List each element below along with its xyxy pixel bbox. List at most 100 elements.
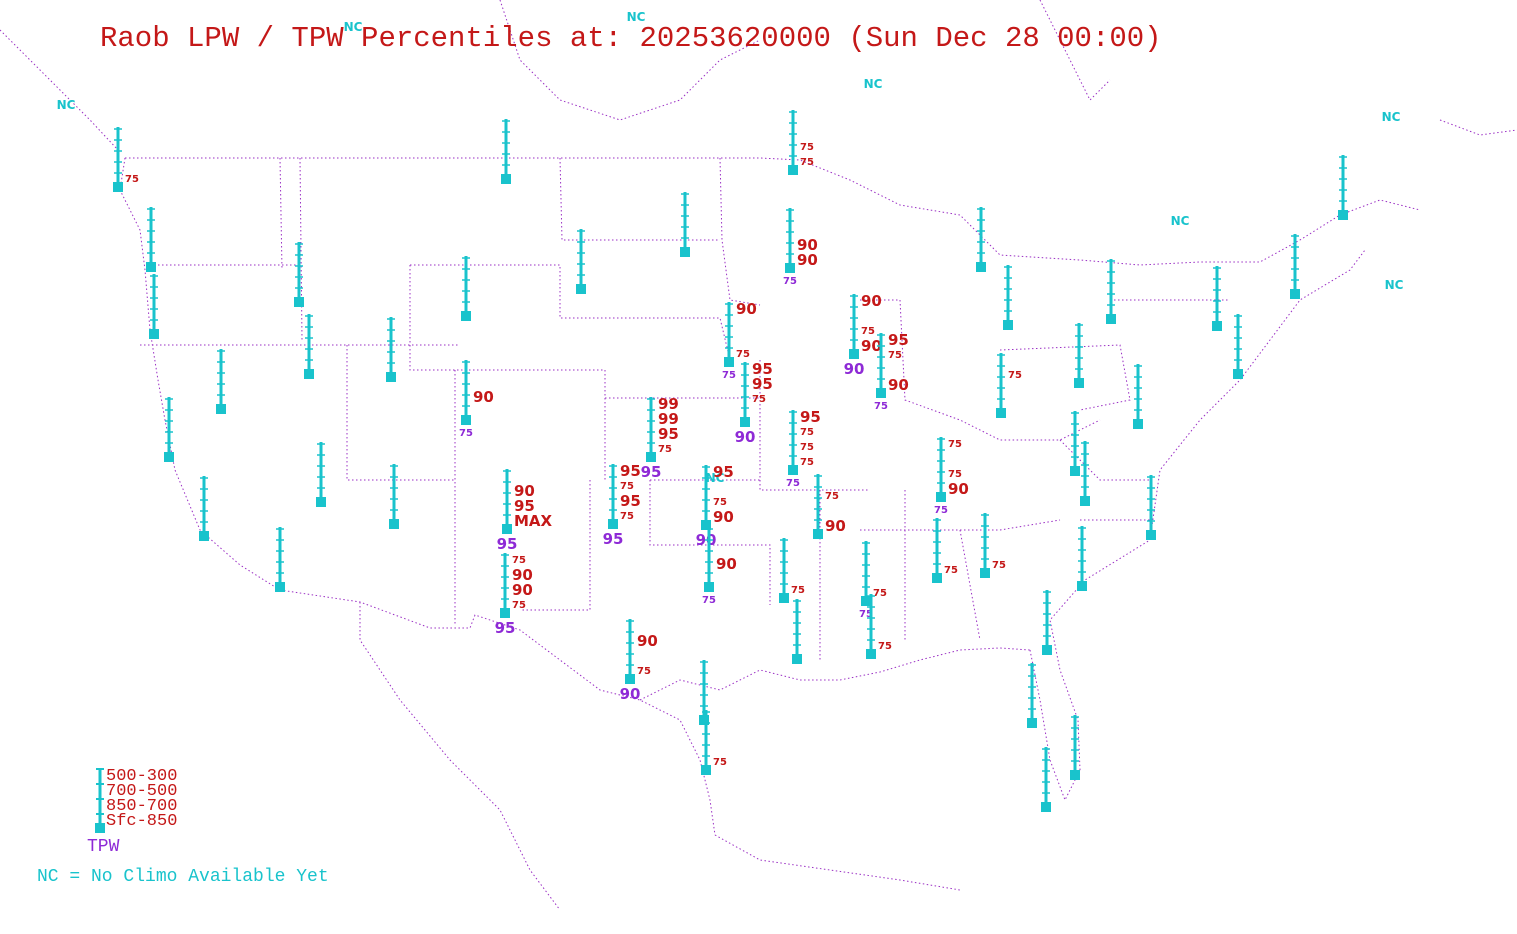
- station-marker: [932, 573, 942, 583]
- station-marker: [1070, 770, 1080, 780]
- station: [1041, 747, 1051, 812]
- station-marker: [1106, 314, 1116, 324]
- nc-marker: NC: [344, 20, 363, 34]
- station-marker: [1233, 369, 1243, 379]
- station-marker: [996, 408, 1006, 418]
- lpw-label: 95: [713, 463, 734, 481]
- tpw-label: 75: [874, 401, 888, 412]
- station: [216, 349, 226, 414]
- station-marker: [980, 568, 990, 578]
- station-marker: [680, 247, 690, 257]
- station: [699, 660, 709, 725]
- station-marker: [216, 404, 226, 414]
- station: [576, 229, 586, 294]
- station: [501, 119, 511, 184]
- lpw-label: 95: [620, 492, 641, 510]
- lpw-label: 75: [752, 394, 766, 405]
- lpw-label: 90: [797, 251, 818, 269]
- lpw-label: 90: [797, 236, 818, 254]
- lpw-label: 75: [878, 641, 892, 652]
- station: [1233, 314, 1243, 379]
- lpw-label: 75: [125, 174, 139, 185]
- station: 75: [996, 353, 1022, 418]
- tpw-label: 75: [934, 505, 948, 516]
- station-layer: NCNCNCNCNCNCNCNC757575909075907575907590…: [57, 10, 1404, 812]
- station-marker: [861, 596, 871, 606]
- station: [792, 599, 802, 664]
- lpw-label: 90: [861, 337, 882, 355]
- station: 90 75 90: [620, 619, 658, 703]
- station-marker: [501, 174, 511, 184]
- lpw-label: 75: [861, 326, 875, 337]
- legend-band-700-500: 700-500: [106, 782, 178, 801]
- tpw-label: 95: [603, 530, 624, 548]
- station-marker: [936, 492, 946, 502]
- lpw-label: 90: [637, 632, 658, 650]
- station-marker: [701, 765, 711, 775]
- lpw-label: 99: [658, 410, 679, 428]
- station-marker: [275, 582, 285, 592]
- lpw-label: 90: [861, 292, 882, 310]
- station: [294, 242, 304, 307]
- tpw-label: 90: [735, 428, 756, 446]
- station-marker: [788, 465, 798, 475]
- station-marker: [149, 329, 159, 339]
- station-marker: [1338, 210, 1348, 220]
- station-marker: [976, 262, 986, 272]
- station: [389, 464, 399, 529]
- station: 75: [866, 594, 892, 659]
- lpw-label: 75: [948, 469, 962, 480]
- station: [1070, 715, 1080, 780]
- station-marker: [113, 182, 123, 192]
- tpw-label: 90: [620, 685, 641, 703]
- lpw-label: 75: [736, 349, 750, 360]
- station: [1074, 323, 1084, 388]
- station: 90 75: [702, 527, 737, 606]
- station-marker: [788, 165, 798, 175]
- station: [1070, 411, 1080, 476]
- nc-marker: NC: [1382, 110, 1401, 124]
- lpw-label: 75: [825, 491, 839, 502]
- station-marker: [461, 311, 471, 321]
- station-marker: [1027, 718, 1037, 728]
- station: [1027, 663, 1037, 728]
- station-marker: [792, 654, 802, 664]
- station-marker: [704, 582, 714, 592]
- station-marker: [164, 452, 174, 462]
- station: [680, 192, 690, 257]
- legend-band-850-700: 850-700: [106, 797, 178, 816]
- station-marker: [1290, 289, 1300, 299]
- station-marker: [876, 388, 886, 398]
- nc-marker: NC: [1385, 278, 1404, 292]
- station: [316, 442, 326, 507]
- legend-station-glyph: [95, 768, 105, 833]
- nc-marker: NC: [864, 77, 883, 91]
- station-marker: [1077, 581, 1087, 591]
- station: [199, 476, 209, 541]
- lpw-label: 75: [512, 555, 526, 566]
- station-marker: [701, 520, 711, 530]
- station: [1080, 441, 1090, 506]
- lpw-label: 75: [888, 350, 902, 361]
- lpw-label: 75: [800, 457, 814, 468]
- station-marker: [1074, 378, 1084, 388]
- station-marker: [386, 372, 396, 382]
- political-boundaries: [0, 0, 1517, 911]
- map-title: Raob LPW / TPW Percentiles at: 202536200…: [100, 22, 1162, 55]
- station-marker: [646, 452, 656, 462]
- station-marker: [294, 297, 304, 307]
- station-marker: [199, 531, 209, 541]
- lpw-label: 75: [800, 157, 814, 168]
- lpw-label: 95: [800, 408, 821, 426]
- lpw-label: 90: [825, 517, 846, 535]
- station-marker: [500, 608, 510, 618]
